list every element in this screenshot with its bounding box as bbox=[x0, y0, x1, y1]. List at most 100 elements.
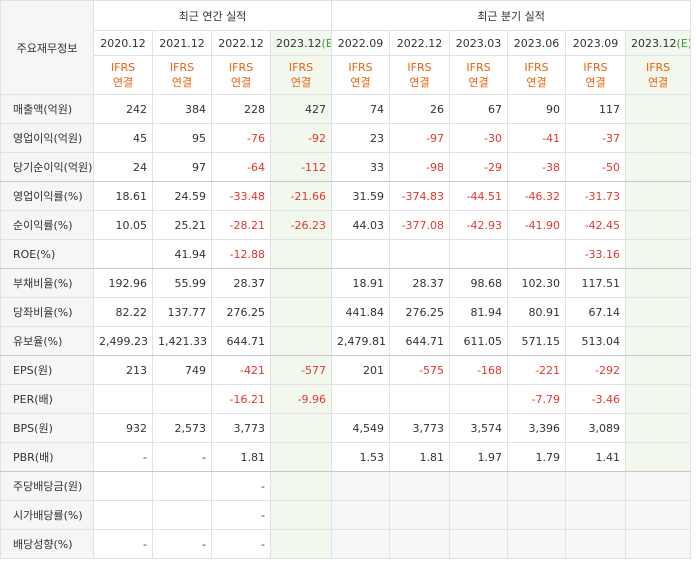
row-label: BPS(원) bbox=[0, 413, 94, 443]
cell-value: - bbox=[211, 500, 271, 530]
data-row: PER(배) -16.21 -9.96 -7.79 -3.46 bbox=[0, 384, 692, 414]
cell-value bbox=[269, 326, 333, 356]
cell-value: 644.71 bbox=[389, 326, 451, 356]
cell-value: 33 bbox=[331, 152, 391, 182]
cell-value bbox=[625, 413, 692, 443]
cell-value: 28.37 bbox=[389, 268, 451, 298]
cell-value bbox=[625, 326, 692, 356]
cell-value: -98 bbox=[389, 152, 451, 182]
cell-value bbox=[331, 471, 391, 501]
cell-value bbox=[93, 239, 153, 269]
period: 2023.09 bbox=[572, 36, 619, 50]
cell-value: 80.91 bbox=[507, 297, 567, 327]
cell-value bbox=[331, 500, 391, 530]
basis-standard: IFRS bbox=[407, 61, 432, 74]
basis-scope: 연결 bbox=[647, 76, 669, 89]
basis-standard: IFRS bbox=[466, 61, 491, 74]
period-header: 2020.12 bbox=[93, 30, 153, 56]
cell-value: -9.96 bbox=[269, 384, 333, 414]
cell-value bbox=[389, 529, 451, 559]
cell-value: 10.05 bbox=[93, 210, 153, 240]
cell-value: -76 bbox=[211, 123, 271, 153]
cell-value: -30 bbox=[449, 123, 509, 153]
cell-value: 117.51 bbox=[565, 268, 627, 298]
cell-value: -37 bbox=[565, 123, 627, 153]
basis-header: IFRS 연결 bbox=[269, 55, 333, 95]
cell-value: -12.88 bbox=[211, 239, 271, 269]
cell-value bbox=[625, 123, 692, 153]
basis-header: IFRS 연결 bbox=[211, 55, 271, 95]
cell-value: 95 bbox=[152, 123, 212, 153]
data-row: 당기순이익(억원) 24 97 -64 -112 33 -98 -29 -38 -50 bbox=[0, 152, 692, 182]
cell-value: -26.23 bbox=[269, 210, 333, 240]
cell-value bbox=[449, 384, 509, 414]
cell-value: 82.22 bbox=[93, 297, 153, 327]
cell-value bbox=[625, 152, 692, 182]
row-label: 시가배당률(%) bbox=[0, 500, 94, 530]
cell-value: -21.66 bbox=[269, 181, 333, 211]
period-header: 2021.12 bbox=[152, 30, 212, 56]
cell-value bbox=[389, 500, 451, 530]
period-header: 2023.09 bbox=[565, 30, 627, 56]
basis-standard: IFRS bbox=[288, 61, 314, 74]
row-label: 배당성향(%) bbox=[0, 529, 94, 559]
row-label: 유보율(%) bbox=[0, 326, 94, 356]
basis-standard: IFRS bbox=[583, 61, 608, 74]
cell-value bbox=[93, 471, 153, 501]
basis-scope: 연결 bbox=[112, 76, 134, 89]
estimate-mark: (E) bbox=[321, 36, 331, 50]
cell-value bbox=[269, 239, 333, 269]
basis-scope: 연결 bbox=[171, 76, 193, 89]
cell-value bbox=[565, 500, 627, 530]
cell-value: -64 bbox=[211, 152, 271, 182]
period: 2022.12 bbox=[396, 36, 443, 50]
cell-value: 228 bbox=[211, 94, 271, 124]
period: 2020.12 bbox=[100, 36, 146, 50]
corner-header: 주요재무정보 bbox=[0, 0, 94, 95]
cell-value: 1.97 bbox=[449, 442, 509, 472]
cell-value bbox=[449, 529, 509, 559]
cell-value: -16.21 bbox=[211, 384, 271, 414]
basis-standard: IFRS bbox=[645, 61, 671, 74]
basis-scope: 연결 bbox=[585, 76, 606, 89]
cell-value: 3,089 bbox=[565, 413, 627, 443]
cell-value: 384 bbox=[152, 94, 212, 124]
cell-value bbox=[389, 384, 451, 414]
cell-value bbox=[269, 529, 333, 559]
cell-value: 611.05 bbox=[449, 326, 509, 356]
cell-value: 98.68 bbox=[449, 268, 509, 298]
period: 2022.12 bbox=[218, 36, 264, 50]
period-header: 2023.12(E) bbox=[625, 30, 692, 56]
period: 2022.09 bbox=[337, 36, 384, 50]
cell-value: -42.45 bbox=[565, 210, 627, 240]
data-row: PBR(배) - -1.81 1.53 1.81 1.97 1.79 1.41 bbox=[0, 442, 692, 472]
cell-value: -421 bbox=[211, 355, 271, 385]
cell-value bbox=[93, 384, 153, 414]
period-header: 2023.12(E) bbox=[269, 30, 333, 56]
cell-value: -31.73 bbox=[565, 181, 627, 211]
data-row: 유보율(%) 2,499.23 1,421.33 644.71 2,479.81 644.… bbox=[0, 326, 692, 356]
cell-value bbox=[565, 529, 627, 559]
cell-value: -292 bbox=[565, 355, 627, 385]
cell-value: 55.99 bbox=[152, 268, 212, 298]
cell-value: 67 bbox=[449, 94, 509, 124]
cell-value bbox=[331, 239, 391, 269]
basis-standard: IFRS bbox=[110, 61, 136, 74]
cell-value: -7.79 bbox=[507, 384, 567, 414]
cell-value: -50 bbox=[565, 152, 627, 182]
cell-value: -38 bbox=[507, 152, 567, 182]
cell-value: 571.15 bbox=[507, 326, 567, 356]
period: 2021.12 bbox=[159, 36, 205, 50]
period-header: 2023.03 bbox=[449, 30, 509, 56]
cell-value: 25.21 bbox=[152, 210, 212, 240]
cell-value bbox=[389, 239, 451, 269]
row-label: ROE(%) bbox=[0, 239, 94, 269]
cell-value: 2,499.23 bbox=[93, 326, 153, 356]
cell-value: -92 bbox=[269, 123, 333, 153]
data-row: 영업이익률(%) 18.61 24.59 -33.48 -21.66 31.59 -374.… bbox=[0, 181, 692, 211]
cell-value bbox=[565, 471, 627, 501]
cell-value: 2,479.81 bbox=[331, 326, 391, 356]
basis-header: IFRS 연결 bbox=[449, 55, 509, 95]
cell-value bbox=[269, 442, 333, 472]
